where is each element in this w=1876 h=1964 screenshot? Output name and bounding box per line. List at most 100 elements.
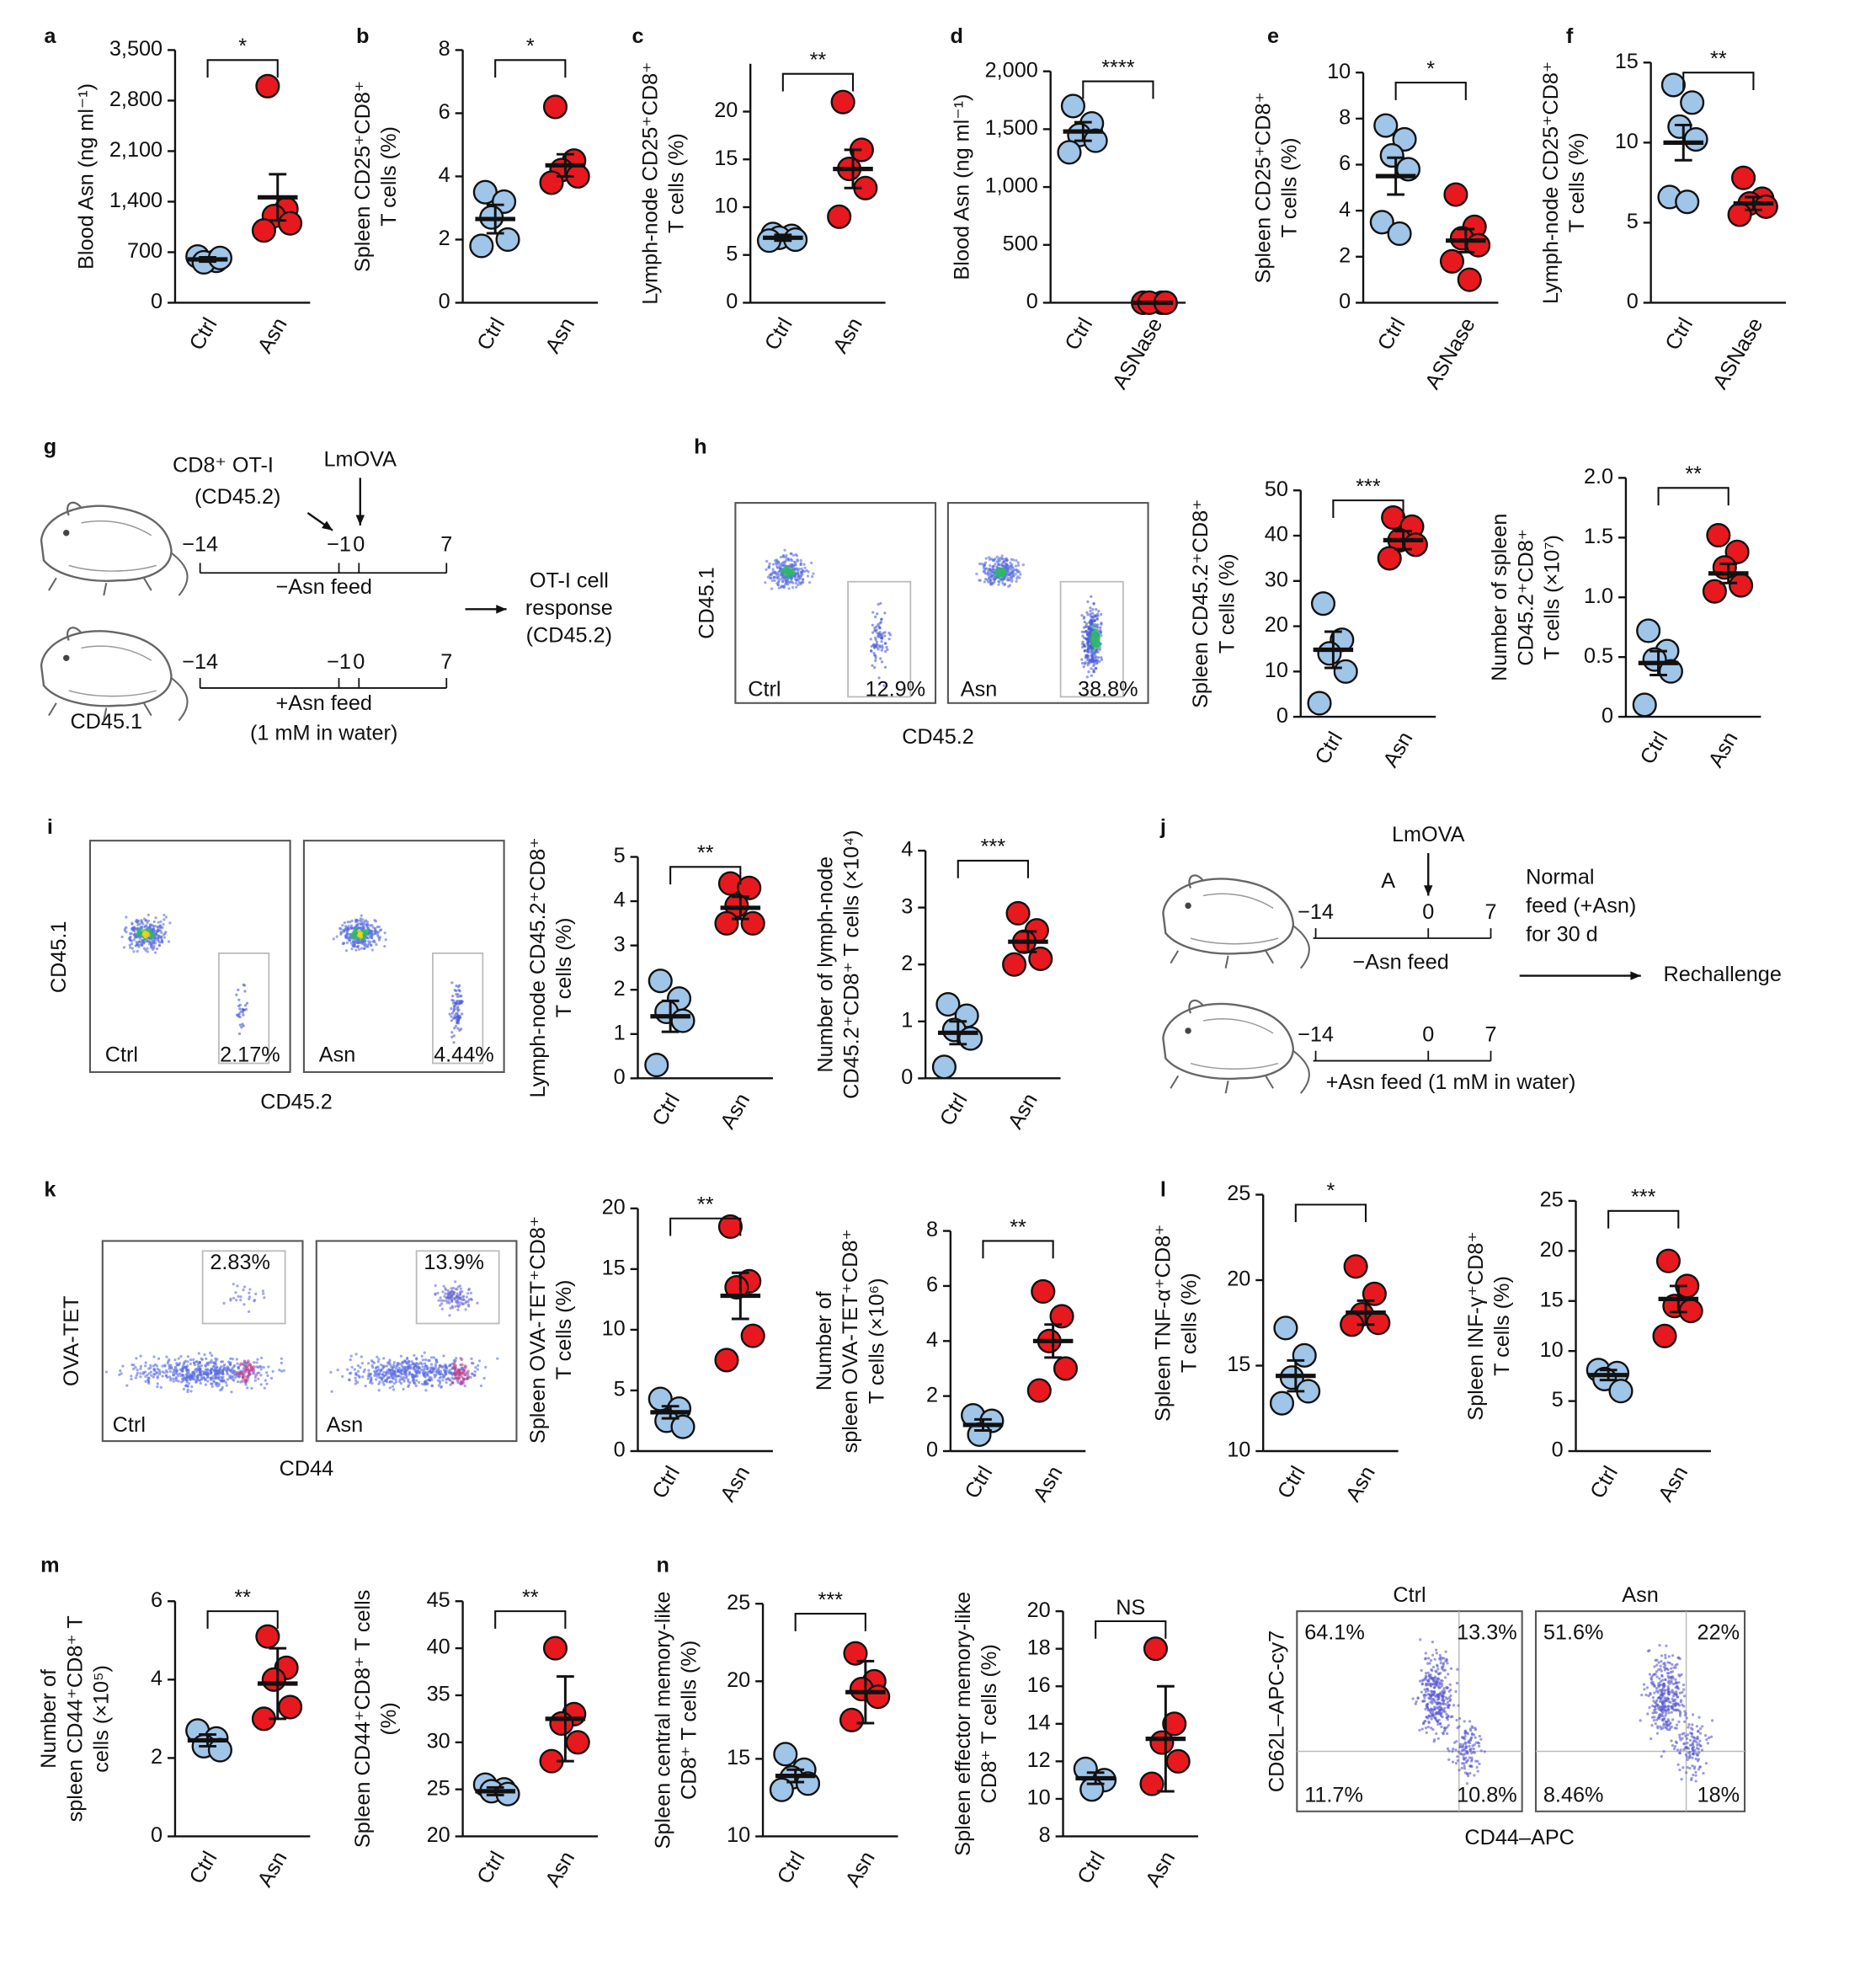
flow-event (765, 559, 769, 563)
flow-event (133, 933, 136, 937)
flow-event (1431, 1713, 1434, 1716)
flow-event (441, 1290, 445, 1294)
flow-event (1695, 1725, 1698, 1728)
flow-event (144, 1374, 147, 1378)
x-tick-label: ASNase (1420, 314, 1480, 393)
flow-event (1458, 1743, 1463, 1746)
flow-event (168, 921, 172, 925)
flow-event (350, 919, 354, 923)
y-tick-label: 4 (926, 1328, 938, 1352)
flow-event (1687, 1747, 1690, 1750)
flow-event (1662, 1722, 1665, 1726)
y-tick-label: 30 (427, 1729, 450, 1753)
flow-event (256, 1365, 260, 1369)
flow-event (1652, 1719, 1656, 1722)
flow-event (1697, 1716, 1701, 1719)
flow-event (982, 567, 986, 570)
flow-event (452, 1290, 456, 1294)
flow-event (436, 1291, 440, 1295)
flow-plot-label: Asn (327, 1413, 364, 1437)
data-point (1377, 546, 1402, 571)
flow-event (1457, 1750, 1460, 1753)
flow-event (789, 552, 792, 556)
y-tick-label: 1,400 (109, 189, 163, 212)
flow-event (191, 1377, 195, 1381)
x-tick-label: Asn (1704, 728, 1743, 771)
flow-event (146, 947, 149, 950)
arrow-head (1630, 971, 1641, 980)
flow-event (1468, 1727, 1473, 1731)
data-point (1379, 142, 1404, 168)
flow-event (175, 1362, 179, 1365)
panel-label: e (1267, 24, 1279, 48)
significance-bracket (206, 1610, 279, 1629)
flow-event (349, 926, 354, 930)
flow-event (158, 1370, 162, 1374)
flow-event (1095, 608, 1098, 611)
flow-event (773, 579, 776, 582)
y-axis-label: spleen CD44⁺CD8⁺ T (63, 1615, 87, 1822)
flow-event (875, 640, 879, 644)
flow-plot-title: Ctrl (1393, 1583, 1426, 1607)
data-point (1310, 591, 1336, 616)
flow-event (1697, 1751, 1701, 1754)
flow-event (235, 993, 238, 996)
flow-event (1438, 1683, 1442, 1686)
diagram-text: (CD45.2) (526, 624, 612, 648)
flow-event (1461, 1744, 1465, 1748)
flow-event (1007, 570, 1010, 574)
flow-event (1019, 573, 1022, 576)
flow-event (1441, 1694, 1444, 1698)
flow-event (1655, 1670, 1659, 1673)
flow-event (392, 1364, 396, 1367)
flow-event (1691, 1747, 1694, 1750)
flow-event (265, 1382, 269, 1385)
data-point (539, 170, 564, 195)
flow-event (359, 917, 363, 921)
flow-event (1658, 1677, 1661, 1680)
flow-event (139, 1375, 142, 1379)
timeline-tick-label: −14 (1298, 900, 1334, 924)
flow-event (437, 1384, 440, 1387)
flow-event (1093, 662, 1096, 666)
flow-event (1465, 1782, 1469, 1785)
flow-event (1678, 1712, 1682, 1716)
flow-event (429, 1356, 434, 1359)
data-point (1730, 165, 1756, 190)
flow-event (1426, 1662, 1430, 1665)
flow-event (1430, 1693, 1433, 1696)
flow-event (776, 560, 780, 563)
flow-event (1008, 584, 1012, 587)
y-tick-label: 40 (1265, 523, 1288, 547)
y-tick-label: 4 (614, 889, 626, 912)
significance-label: ** (1685, 462, 1702, 486)
flow-event (257, 1377, 260, 1380)
flow-event (786, 583, 790, 586)
flow-event (186, 1384, 189, 1388)
flow-event (453, 989, 456, 992)
y-tick-label: 1,500 (985, 116, 1038, 140)
flow-event (259, 1365, 263, 1369)
flow-event (214, 1374, 218, 1378)
flow-event (1676, 1748, 1680, 1752)
flow-event (1466, 1732, 1469, 1736)
flow-event (408, 1371, 412, 1375)
y-tick-label: 4 (151, 1667, 163, 1690)
flow-event (435, 1369, 439, 1373)
significance-bracket (1394, 82, 1467, 100)
flow-event (157, 921, 160, 924)
flow-event (1444, 1650, 1447, 1653)
flow-event (1693, 1736, 1697, 1740)
diagram-text: Rechallenge (1663, 963, 1781, 986)
y-tick-label: 2,100 (109, 138, 163, 162)
flow-event (803, 566, 807, 569)
flow-event (335, 935, 338, 938)
flow-event (454, 1364, 457, 1368)
flow-event (877, 625, 881, 628)
flow-event (1655, 1732, 1660, 1735)
flow-event (128, 936, 132, 939)
y-axis-label: CD8⁺ T cells (%) (678, 1641, 701, 1800)
flow-event (1660, 1678, 1665, 1682)
flow-event (1691, 1727, 1694, 1732)
flow-event (1679, 1748, 1682, 1752)
